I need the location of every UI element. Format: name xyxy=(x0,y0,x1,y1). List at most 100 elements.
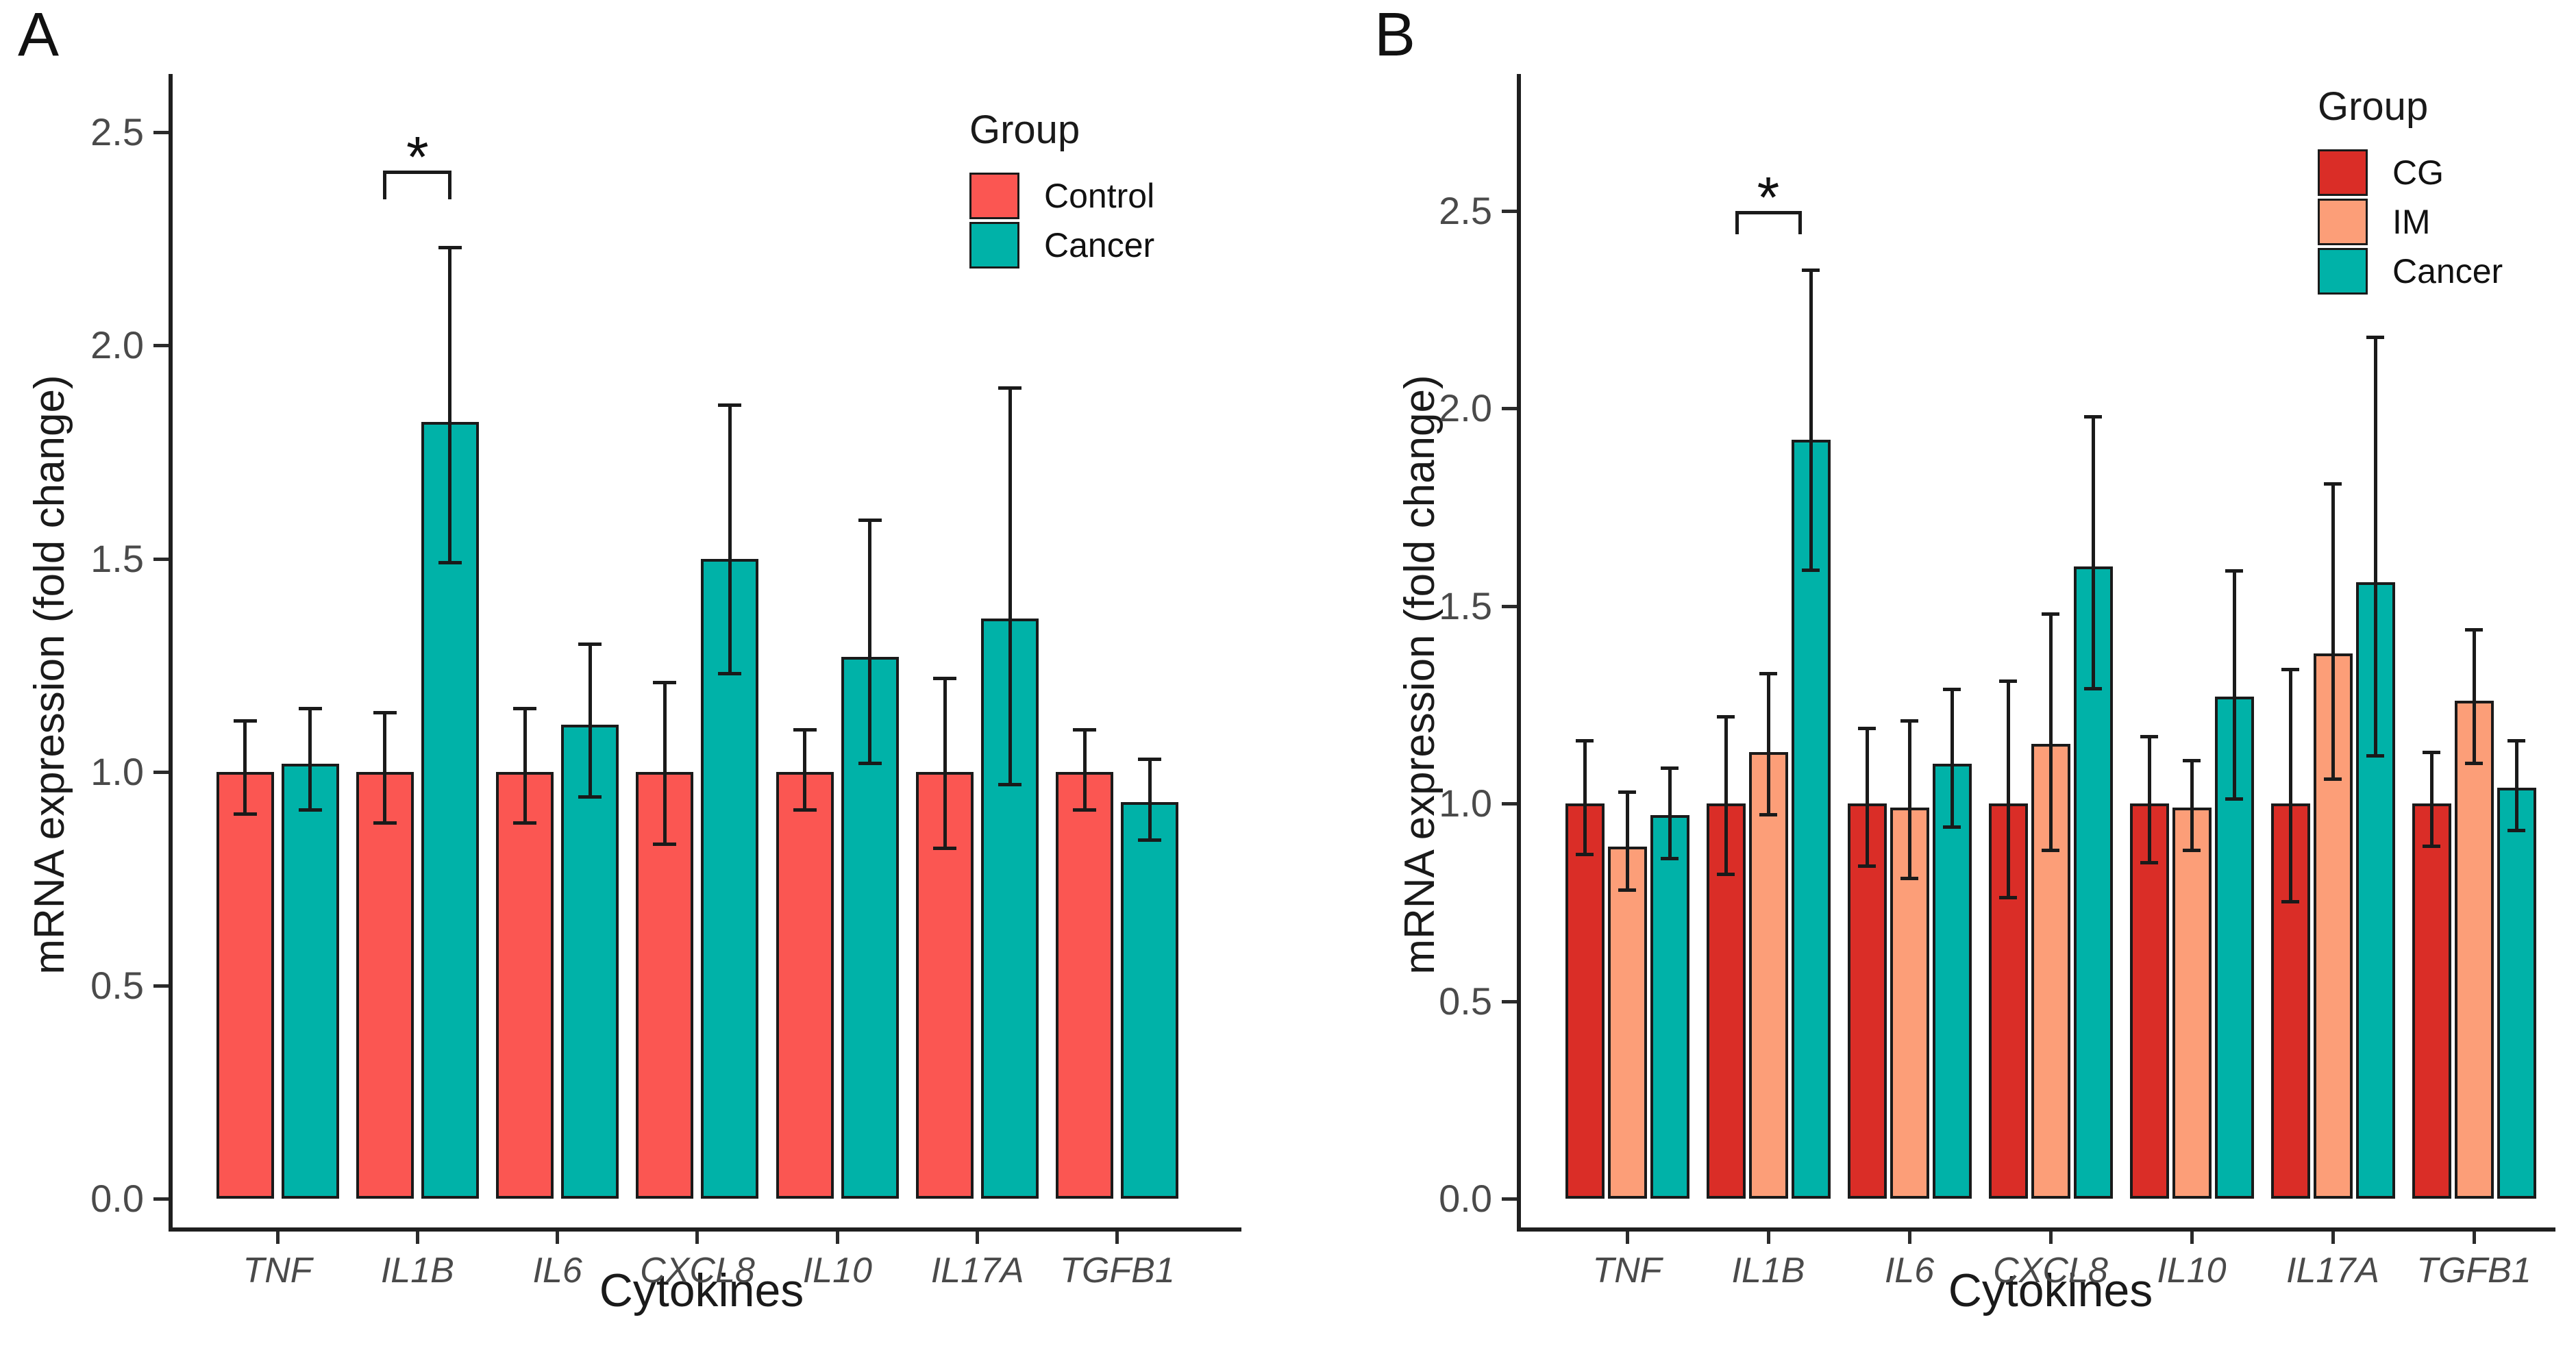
y-tick-label-1.5: 1.5 xyxy=(90,536,144,580)
error-whisker-IL17A-CG xyxy=(2288,669,2292,903)
error-cap-bottom-IL1B-Control xyxy=(373,821,397,825)
error-cap-bottom-TNF-Control xyxy=(233,812,257,816)
x-tick-TNF xyxy=(275,1232,280,1244)
legend-entry-Cancer: Cancer xyxy=(2318,248,2503,295)
error-cap-top-IL6-Cancer xyxy=(578,642,602,647)
x-axis-line xyxy=(169,1227,1241,1232)
bar-TGFB1-CG xyxy=(2412,803,2451,1199)
error-cap-bottom-IL6-Control xyxy=(513,821,537,825)
bar-IL10-IM xyxy=(2172,807,2212,1199)
error-whisker-TNF-Cancer xyxy=(308,708,312,811)
error-cap-top-IL17A-CG xyxy=(2281,667,2299,671)
error-cap-bottom-IL1B-Cancer xyxy=(1802,568,1820,572)
panel-a: A mRNA expression (fold change) Cytokine… xyxy=(18,4,1241,1316)
y-tick-1.0 xyxy=(153,771,169,774)
bar-TNF-Cancer xyxy=(281,763,339,1199)
legend-label-Cancer: Cancer xyxy=(2392,252,2503,290)
bar-IL6-Cancer xyxy=(561,725,619,1199)
x-tick-IL6 xyxy=(556,1232,560,1244)
y-axis-line xyxy=(1517,74,1521,1227)
panel-b-label: B xyxy=(1374,1,1416,69)
x-tick-label-CXCL8: CXCL8 xyxy=(1993,1251,2108,1290)
error-cap-top-IL17A-Cancer xyxy=(998,386,1022,390)
panel-b-legend-entries: CG IM Cancer xyxy=(2318,149,2503,295)
error-whisker-IL6-IM xyxy=(1907,720,1911,879)
error-cap-bottom-IL1B-IM xyxy=(1759,813,1777,817)
y-tick-2.5 xyxy=(1502,209,1517,213)
error-whisker-TGFB1-Control xyxy=(1082,729,1087,811)
y-tick-label-2.0: 2.0 xyxy=(1439,386,1492,429)
y-tick-1.5 xyxy=(1502,604,1517,608)
bar-IL6-Control xyxy=(496,772,554,1199)
bar-TGFB1-Cancer xyxy=(2497,787,2536,1199)
error-whisker-IL17A-IM xyxy=(2331,483,2335,780)
error-cap-bottom-IL1B-CG xyxy=(1717,872,1735,876)
error-cap-top-IL10-Cancer xyxy=(2225,569,2243,573)
y-tick-label-0.5: 0.5 xyxy=(1439,979,1492,1023)
bar-CXCL8-CG xyxy=(1988,803,2028,1199)
panel-a-legend-title: Group xyxy=(969,108,1080,152)
error-cap-bottom-CXCL8-CG xyxy=(1999,896,2017,900)
error-cap-top-TGFB1-IM xyxy=(2465,628,2483,632)
panel-b: B mRNA expression (fold change) Cytokine… xyxy=(1288,0,2576,1348)
x-tick-IL1B xyxy=(415,1232,419,1244)
error-whisker-IL17A-Cancer xyxy=(1008,388,1012,785)
error-cap-bottom-TNF-Cancer xyxy=(298,808,322,812)
y-tick-2.5 xyxy=(153,130,169,134)
error-cap-top-IL17A-IM xyxy=(2324,482,2342,486)
error-whisker-CXCL8-Cancer xyxy=(728,405,732,674)
error-cap-bottom-IL6-CG xyxy=(1858,864,1876,869)
bar-TGFB1-Control xyxy=(1056,772,1114,1199)
y-tick-label-1.5: 1.5 xyxy=(1439,584,1492,627)
error-whisker-CXCL8-IM xyxy=(2048,614,2053,851)
error-whisker-TGFB1-Cancer xyxy=(1148,759,1152,840)
error-cap-top-CXCL8-Cancer xyxy=(2084,414,2102,419)
x-tick-IL17A xyxy=(2331,1232,2335,1244)
error-cap-bottom-CXCL8-Cancer xyxy=(718,671,742,675)
y-tick-0.5 xyxy=(1502,999,1517,1003)
bar-TGFB1-Cancer xyxy=(1121,801,1179,1199)
error-cap-top-CXCL8-Cancer xyxy=(718,403,742,408)
error-cap-bottom-IL17A-Control xyxy=(933,847,957,851)
x-tick-label-IL17A: IL17A xyxy=(930,1251,1024,1290)
y-tick-0.5 xyxy=(153,984,169,988)
error-cap-bottom-IL6-IM xyxy=(1900,876,1918,880)
error-cap-top-IL6-CG xyxy=(1858,727,1876,731)
error-cap-bottom-CXCL8-IM xyxy=(2042,849,2059,853)
panel-b-x-axis-title: Cytokines xyxy=(1948,1264,2153,1316)
error-whisker-IL10-CG xyxy=(2147,736,2151,863)
legend-label-IM: IM xyxy=(2392,203,2431,241)
x-tick-label-IL17A: IL17A xyxy=(2286,1251,2379,1290)
x-tick-IL10 xyxy=(835,1232,839,1244)
error-cap-bottom-TGFB1-Cancer xyxy=(1138,838,1162,842)
error-cap-top-IL10-IM xyxy=(2183,758,2201,762)
error-cap-top-TGFB1-Control xyxy=(1073,727,1097,732)
error-cap-top-IL1B-IM xyxy=(1759,671,1777,675)
panel-a-x-axis-title: Cytokines xyxy=(599,1264,804,1316)
bar-IL10-CG xyxy=(2129,803,2169,1199)
error-whisker-IL17A-Control xyxy=(943,677,947,849)
error-cap-top-IL1B-Cancer xyxy=(1802,269,1820,273)
error-whisker-IL10-Cancer xyxy=(2232,570,2236,800)
y-tick-label-0.5: 0.5 xyxy=(90,963,144,1007)
error-cap-top-TGFB1-Cancer xyxy=(2507,738,2525,742)
y-tick-label-0.0: 0.0 xyxy=(1439,1177,1492,1220)
x-tick-label-TNF: TNF xyxy=(1592,1251,1662,1290)
y-tick-2.0 xyxy=(1502,407,1517,410)
x-tick-TNF xyxy=(1625,1232,1629,1244)
x-tick-label-TNF: TNF xyxy=(243,1251,312,1290)
error-cap-top-CXCL8-CG xyxy=(1999,679,2017,684)
legend-swatch-IM xyxy=(2318,199,2368,245)
panel-a-plot-area: 0.0 0.5 1.0 1.5 2.0 2.5 TNF IL1B IL6 CXCL8 IL10 IL1… xyxy=(90,74,1241,1290)
significance-bracket-IL1B xyxy=(383,170,452,199)
error-cap-bottom-IL10-Cancer xyxy=(2225,797,2243,801)
error-cap-bottom-TGFB1-Cancer xyxy=(2507,829,2525,833)
error-cap-top-IL6-Cancer xyxy=(1943,687,1961,691)
legend-swatch-Control xyxy=(969,173,1019,219)
significance-bracket-IL1B xyxy=(1735,210,1802,234)
bar-TNF-Cancer xyxy=(1650,815,1689,1199)
error-cap-top-TNF-IM xyxy=(1618,790,1636,794)
y-tick-0.0 xyxy=(153,1197,169,1201)
error-cap-top-IL17A-Control xyxy=(933,676,957,680)
y-tick-1.5 xyxy=(153,557,169,561)
